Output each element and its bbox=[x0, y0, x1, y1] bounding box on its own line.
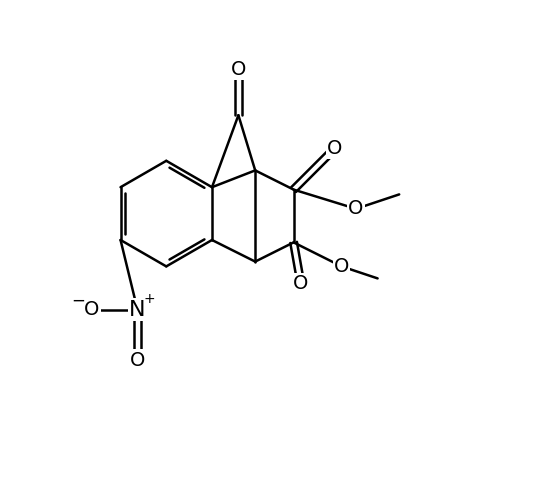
Text: O: O bbox=[231, 60, 246, 79]
Text: O: O bbox=[84, 300, 100, 319]
Text: O: O bbox=[293, 274, 308, 293]
Text: O: O bbox=[130, 350, 145, 370]
Text: +: + bbox=[144, 292, 155, 306]
Text: N: N bbox=[129, 300, 146, 320]
Text: O: O bbox=[334, 257, 349, 276]
Text: O: O bbox=[348, 199, 364, 218]
Text: O: O bbox=[327, 139, 342, 158]
Text: −: − bbox=[71, 292, 85, 310]
